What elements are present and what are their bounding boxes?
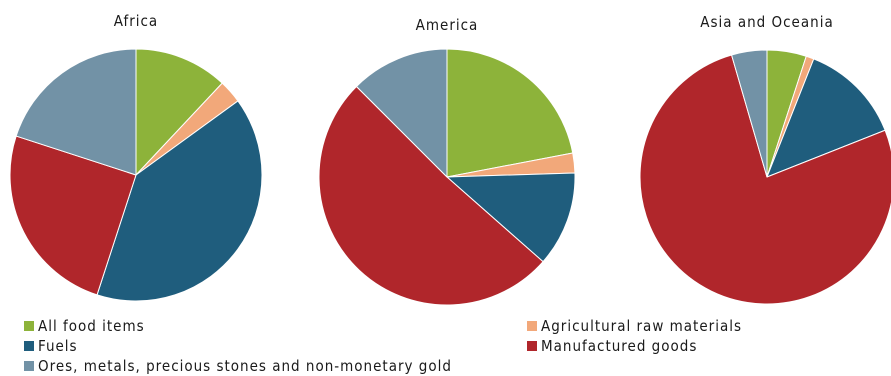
pie-asia-and-oceania: Asia and Oceania [639, 13, 891, 305]
pie-title-america: America [416, 16, 479, 34]
pie-title-asia-and-oceania: Asia and Oceania [700, 13, 833, 31]
pie-slice-africa-manufactured-goods [9, 135, 137, 296]
pie-slice-africa-all-food-items [135, 48, 223, 176]
pie-africa: Africa [9, 12, 263, 302]
pie-slice-africa-fuels [96, 100, 263, 302]
pie-america: America [318, 16, 576, 306]
pie-slice-asia-and-oceania-fuels [766, 58, 886, 178]
pie-slice-africa-ores-metals [15, 48, 137, 176]
pie-slice-asia-and-oceania-ores-metals [731, 49, 768, 178]
pie-slice-america-fuels [446, 172, 576, 263]
pie-slice-america-all-food-items [446, 48, 574, 178]
pie-slice-asia-and-oceania-manufactured-goods [639, 54, 891, 305]
pie-title-africa: Africa [114, 12, 158, 30]
pie-slice-america-ores-metals [355, 48, 448, 178]
pie-slice-america-manufactured-goods [318, 85, 544, 306]
